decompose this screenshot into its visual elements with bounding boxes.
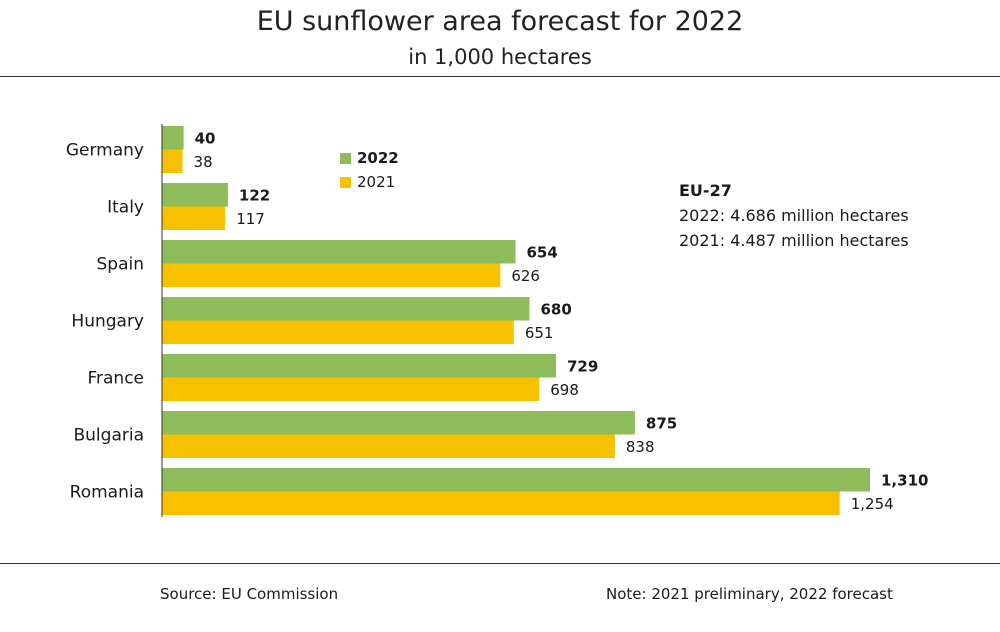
value-label-2022-bulgaria: 875 xyxy=(646,414,677,432)
bar-2022-france xyxy=(162,354,556,378)
value-label-2022-spain: 654 xyxy=(526,243,557,261)
eu-summary: EU-27 2022: 4.686 million hectares 2021:… xyxy=(679,178,909,253)
value-label-2022-italy: 122 xyxy=(239,186,270,204)
value-label-2021-italy: 117 xyxy=(236,210,265,228)
legend: 2022 2021 xyxy=(340,146,399,194)
legend-label-2021: 2021 xyxy=(357,173,396,191)
chart-subtitle: in 1,000 hectares xyxy=(408,45,592,69)
bar-2022-germany xyxy=(162,126,184,150)
category-label-bulgaria: Bulgaria xyxy=(74,426,145,446)
bar-2021-hungary xyxy=(162,320,514,344)
bar-2021-romania xyxy=(162,491,840,515)
category-label-germany: Germany xyxy=(66,141,144,161)
legend-swatch-2021 xyxy=(340,176,351,188)
category-label-romania: Romania xyxy=(70,483,144,503)
bar-2021-bulgaria xyxy=(162,434,615,458)
value-label-2022-france: 729 xyxy=(567,357,598,375)
bar-2021-spain xyxy=(162,263,501,287)
bar-2021-italy xyxy=(162,206,226,230)
category-label-hungary: Hungary xyxy=(71,312,144,332)
bar-2022-italy xyxy=(162,183,228,207)
value-label-2022-germany: 40 xyxy=(195,129,216,147)
bar-2021-france xyxy=(162,377,540,401)
category-label-france: France xyxy=(87,369,144,389)
bar-2022-bulgaria xyxy=(162,411,635,435)
chart-title: EU sunflower area forecast for 2022 xyxy=(256,6,744,37)
bar-2022-romania xyxy=(162,468,870,492)
bottom-divider xyxy=(0,563,1000,564)
eu-summary-2022: 2022: 4.686 million hectares xyxy=(679,206,909,225)
value-label-2021-bulgaria: 838 xyxy=(626,438,655,456)
eu-summary-2021: 2021: 4.487 million hectares xyxy=(679,231,909,250)
category-label-italy: Italy xyxy=(107,198,144,218)
legend-swatch-2022 xyxy=(340,152,351,164)
value-label-2021-spain: 626 xyxy=(511,267,540,285)
source-note: Source: EU Commission xyxy=(160,585,339,603)
bar-2022-spain xyxy=(162,240,516,264)
value-label-2022-romania: 1,310 xyxy=(881,471,928,489)
eu-summary-heading: EU-27 xyxy=(679,181,732,200)
bar-2022-hungary xyxy=(162,297,530,321)
value-label-2021-romania: 1,254 xyxy=(851,495,894,513)
value-label-2021-germany: 38 xyxy=(194,153,213,171)
footnote: Note: 2021 preliminary, 2022 forecast xyxy=(606,585,893,603)
legend-item-2021: 2021 xyxy=(340,170,399,194)
legend-label-2022: 2022 xyxy=(357,149,399,167)
top-divider xyxy=(0,76,1000,77)
value-label-2021-france: 698 xyxy=(550,381,579,399)
legend-item-2022: 2022 xyxy=(340,146,399,170)
value-label-2021-hungary: 651 xyxy=(525,324,554,342)
bar-2021-germany xyxy=(162,149,183,173)
value-label-2022-hungary: 680 xyxy=(541,300,572,318)
category-label-spain: Spain xyxy=(97,255,145,275)
